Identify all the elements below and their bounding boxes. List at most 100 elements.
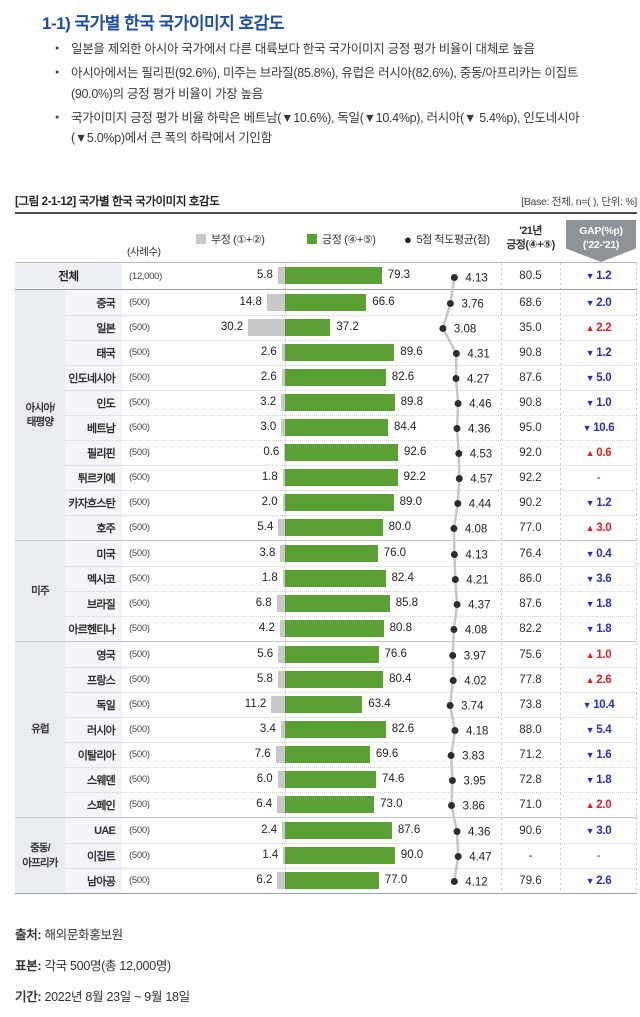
positive-value: 80.4	[389, 673, 412, 685]
negative-value: 6.8	[255, 597, 272, 609]
region-spacer	[15, 717, 65, 742]
positive-bar	[285, 394, 395, 411]
page-title: 1-1) 국가별 한국 국가이미지 호감도	[42, 14, 284, 33]
average-cell	[435, 340, 501, 365]
table-row: 이탈리아 (500) 7.6 69.6 71.2 ▼ 1.6	[15, 742, 637, 767]
region-spacer	[15, 415, 65, 440]
average-cell	[435, 692, 501, 717]
region-spacer	[15, 390, 65, 415]
average-cell	[435, 290, 501, 315]
period-text: 2022년 8월 23일 ~ 9월 18일	[44, 990, 190, 1004]
bullet-item: 아시아에서는 필리핀(92.6%), 미주는 브라질(85.8%), 유럽은 러…	[55, 63, 611, 104]
gap-value: -	[596, 849, 601, 862]
sample-size: (500)	[129, 623, 150, 634]
sample-size: (500)	[129, 447, 150, 458]
negative-value: 14.8	[239, 296, 262, 308]
region-spacer	[15, 490, 65, 515]
table-row: 스웨덴 (500) 6.0 74.6 72.8 ▼ 1.8	[15, 767, 637, 792]
table-row-total: 전체 (12,000) 5.8 79.3 80.5 ▼ 1.2	[15, 263, 637, 290]
triangle-down-icon: ▼	[585, 397, 595, 408]
country-label: 스페인	[65, 792, 122, 817]
triangle-down-icon: ▼	[585, 573, 595, 584]
table-row: 중국 (500) 14.8 66.6 68.6 ▼ 2.0	[15, 290, 637, 315]
average-cell	[435, 818, 501, 843]
positive-value: 90.0	[400, 849, 424, 861]
negative-value: 5.8	[256, 673, 273, 685]
region-spacer	[15, 767, 65, 792]
region-spacer	[15, 515, 65, 540]
table-row: 미국 (500) 3.8 76.0 76.4 ▼ 0.4	[15, 541, 637, 566]
figure-divider	[15, 212, 637, 214]
bar-cell: 5.8 79.3	[165, 263, 435, 289]
positive-value: 63.4	[368, 698, 391, 710]
sample-size: (500)	[129, 649, 150, 660]
region-spacer	[15, 642, 65, 667]
region-spacer	[15, 340, 65, 365]
negative-value: 4.2	[258, 622, 275, 634]
average-cell	[435, 868, 501, 893]
y21-header-line1: '21년	[519, 225, 542, 237]
negative-value: 7.6	[254, 748, 271, 760]
legend-negative: 부정 (①+②)	[196, 231, 265, 247]
negative-value: 3.0	[260, 421, 277, 433]
y21-value: 87.6	[519, 597, 542, 610]
table-row: 프랑스 (500) 5.8 80.4 77.8 ▲ 2.6	[15, 667, 637, 692]
country-label: 중국	[65, 290, 122, 315]
sample-size: (500)	[129, 598, 150, 609]
gap-value: ▼ 1.2	[585, 346, 612, 359]
positive-value: 73.0	[380, 798, 403, 810]
summary-bullets: 일본을 제외한 아시아 국가에서 다른 대륙보다 한국 국가이미지 긍정 평가 …	[55, 39, 611, 152]
legend-positive-label: 긍정 (④+⑤)	[322, 234, 376, 246]
negative-bar	[282, 570, 285, 587]
negative-value: 2.4	[261, 824, 278, 836]
y21-value: 71.0	[519, 798, 542, 811]
gap-value: ▼ 1.8	[585, 622, 612, 635]
negative-bar	[266, 294, 285, 311]
average-cell	[435, 440, 501, 465]
table-row: 태국 (500) 2.6 89.6 90.8 ▼ 1.2	[15, 340, 637, 365]
country-label: 남아공	[65, 868, 122, 893]
sample-size: (500)	[129, 674, 150, 685]
positive-swatch-icon	[307, 234, 317, 244]
positive-bar	[285, 822, 392, 839]
bar-cell: 0.6 92.6	[165, 440, 435, 465]
region-group: 아시아/ 태평양 중국 (500) 14.8 66.6 68.6 ▼ 2.0 일본 (500) 30…	[15, 290, 637, 540]
country-label: 러시아	[65, 717, 122, 742]
triangle-down-icon: ▼	[585, 724, 595, 735]
country-label: UAE	[65, 818, 122, 843]
triangle-down-icon: ▼	[582, 422, 592, 433]
positive-value: 69.6	[375, 748, 399, 760]
triangle-down-icon: ▼	[585, 297, 595, 308]
region-spacer	[15, 440, 65, 465]
triangle-down-icon: ▼	[585, 875, 595, 886]
average-cell	[435, 642, 501, 667]
negative-bar	[282, 822, 285, 839]
figure-header: [그림 2-1-12] 국가별 한국 국가이미지 호감도 [Base: 전체, …	[15, 193, 637, 209]
bar-cell: 6.4 73.0	[165, 792, 435, 817]
country-label: 멕시코	[65, 566, 122, 591]
bar-cell: 2.0 89.0	[165, 490, 435, 515]
negative-bar	[280, 721, 285, 738]
triangle-up-icon: ▲	[585, 674, 595, 685]
triangle-up-icon: ▲	[585, 447, 595, 458]
positive-value: 82.6	[391, 371, 415, 383]
region-label: 유럽	[15, 642, 65, 817]
average-cell	[435, 465, 501, 490]
y21-value: 87.6	[519, 371, 542, 384]
table-row: 남아공 (500) 6.2 77.0 79.6 ▼ 2.6	[15, 868, 637, 893]
positive-bar	[285, 545, 378, 562]
negative-bar	[281, 394, 285, 411]
positive-bar	[285, 671, 384, 688]
table-row: 스페인 (500) 6.4 73.0 71.0 ▲ 2.0	[15, 792, 637, 817]
triangle-up-icon: ▲	[585, 322, 595, 333]
negative-value: 5.6	[257, 648, 274, 660]
triangle-down-icon: ▼	[585, 271, 595, 281]
sample-size: (500)	[129, 724, 150, 735]
triangle-down-icon: ▼	[585, 497, 595, 508]
y21-value: 92.2	[519, 471, 542, 484]
positive-bar	[285, 646, 379, 663]
country-label: 독일	[65, 692, 122, 717]
average-cell	[435, 365, 501, 390]
gap-value: ▼ 3.0	[585, 824, 612, 837]
legend-average-label: 5점 척도평균(점)	[416, 234, 490, 246]
